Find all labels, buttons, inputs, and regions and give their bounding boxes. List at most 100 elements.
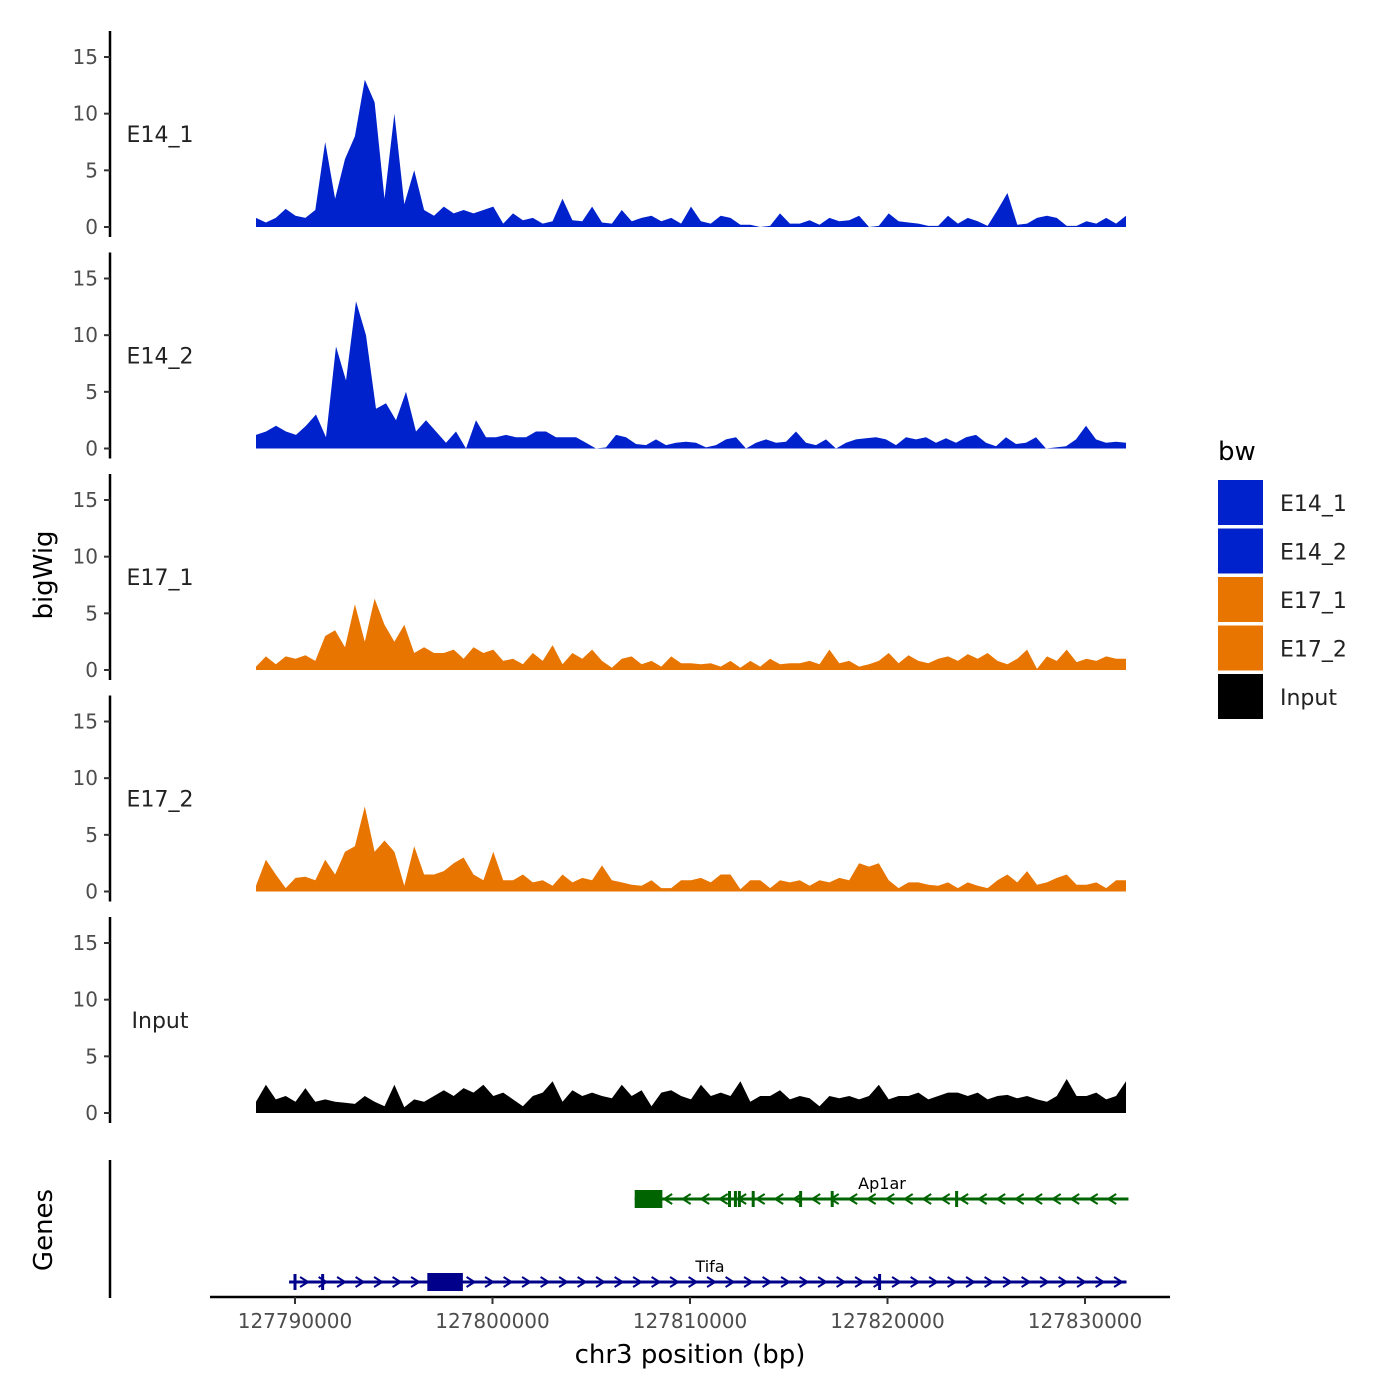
strand-arrow-icon <box>595 1276 606 1288</box>
y-tick-label: 10 <box>73 988 98 1012</box>
strand-arrow-icon <box>466 1276 477 1288</box>
track-label: E14_2 <box>127 345 194 370</box>
strand-arrow-icon <box>791 1193 803 1205</box>
strand-arrow-icon <box>958 1193 969 1205</box>
y-tick-label: 10 <box>73 102 98 126</box>
strand-arrow-icon <box>680 1193 692 1205</box>
track-label: E14_1 <box>127 123 194 148</box>
strand-arrow-icon <box>1002 1276 1013 1288</box>
y-tick-label: 5 <box>85 823 98 847</box>
strand-arrow-icon <box>743 1276 754 1288</box>
strand-arrow-icon <box>762 1276 773 1288</box>
strand-arrow-icon <box>632 1276 643 1288</box>
strand-arrow-icon <box>688 1276 699 1288</box>
track-E14_1: 0 5 10 15 E14_1 <box>73 31 1126 239</box>
legend-swatch-E14_2 <box>1218 528 1263 574</box>
legend-label: E17_1 <box>1280 589 1347 614</box>
y-tick-label: 10 <box>73 766 98 790</box>
strand-arrow-icon <box>921 1193 932 1205</box>
strand-arrow-icon <box>1106 1193 1117 1205</box>
strand-arrow-icon <box>1050 1193 1062 1205</box>
gene-thick-exon <box>427 1273 463 1291</box>
strand-arrow-icon <box>651 1276 662 1288</box>
legend-label: E14_2 <box>1280 541 1347 566</box>
y-tick-label: 5 <box>85 380 98 404</box>
strand-arrow-icon <box>1039 1276 1050 1288</box>
strand-arrow-icon <box>392 1276 403 1288</box>
legend-swatch-Input <box>1218 674 1263 719</box>
y-tick-label: 5 <box>85 1044 98 1068</box>
strand-arrow-icon <box>928 1276 939 1288</box>
y-tick-label: 0 <box>85 437 98 461</box>
strand-arrow-icon <box>995 1193 1006 1205</box>
strand-arrow-icon <box>1021 1276 1032 1288</box>
y-tick-label: 15 <box>73 45 98 69</box>
strand-arrow-icon <box>1032 1193 1043 1205</box>
strand-arrow-icon <box>1076 1276 1087 1288</box>
strand-arrow-icon <box>939 1193 951 1205</box>
strand-arrow-icon <box>984 1276 995 1288</box>
track-label: Input <box>132 1009 189 1034</box>
gene-exon <box>737 1191 741 1207</box>
strand-arrow-icon <box>503 1276 514 1288</box>
gene-exon <box>955 1191 959 1207</box>
legend-swatch-E17_1 <box>1218 577 1263 622</box>
gene-exon <box>733 1191 737 1207</box>
gene-label: Tifa <box>694 1257 724 1276</box>
gene-label: Ap1ar <box>858 1174 906 1193</box>
strand-arrow-icon <box>780 1276 791 1288</box>
track-area-E17_2 <box>256 806 1126 892</box>
strand-arrow-icon <box>976 1193 988 1205</box>
legend-label: Input <box>1280 686 1337 711</box>
strand-arrow-icon <box>873 1276 884 1288</box>
track-area-E14_1 <box>256 79 1126 227</box>
track-area-E14_2 <box>256 301 1126 449</box>
y-axis-title: bigWig <box>29 530 59 619</box>
y-tick-label: 10 <box>73 545 98 569</box>
x-tick-label: 127800000 <box>435 1309 550 1333</box>
legend-title: bw <box>1218 437 1256 467</box>
strand-arrow-icon <box>1069 1193 1080 1205</box>
strand-arrow-icon <box>902 1193 914 1205</box>
track-E14_2: 0 5 10 15 E14_2 <box>73 252 1126 461</box>
strand-arrow-icon <box>484 1276 495 1288</box>
y-tick-label: 0 <box>85 658 98 682</box>
y-tick-label: 0 <box>85 880 98 904</box>
track-label: E17_1 <box>127 566 194 591</box>
gene-exon <box>878 1274 882 1290</box>
track-E17_2: 0 5 10 15 E17_2 <box>73 695 1126 904</box>
strand-arrow-icon <box>1113 1276 1124 1288</box>
gene-exon <box>799 1191 803 1207</box>
gene-exon <box>728 1191 731 1207</box>
gene-thick-exon <box>634 1190 663 1208</box>
track-area-E17_1 <box>256 598 1126 670</box>
strand-arrow-icon <box>558 1276 569 1288</box>
strand-arrow-icon <box>1095 1276 1106 1288</box>
strand-arrow-icon <box>699 1193 710 1205</box>
strand-arrow-icon <box>706 1276 717 1288</box>
track-label: E17_2 <box>127 788 194 813</box>
y-tick-label: 5 <box>85 158 98 182</box>
x-axis-title: chr3 position (bp) <box>575 1340 806 1370</box>
strand-arrow-icon <box>891 1276 902 1288</box>
strand-arrow-icon <box>540 1276 551 1288</box>
strand-arrow-icon <box>1058 1276 1069 1288</box>
legend-label: E14_1 <box>1280 492 1347 517</box>
strand-arrow-icon <box>965 1276 976 1288</box>
gene-exon <box>321 1274 325 1290</box>
strand-arrow-icon <box>910 1276 921 1288</box>
strand-arrow-icon <box>799 1276 810 1288</box>
legend-swatch-E17_2 <box>1218 625 1263 671</box>
strand-arrow-icon <box>1013 1193 1025 1205</box>
x-tick-label: 127810000 <box>633 1309 748 1333</box>
strand-arrow-icon <box>355 1276 366 1288</box>
y-tick-label: 15 <box>73 488 98 512</box>
strand-arrow-icon <box>947 1276 958 1288</box>
strand-arrow-icon <box>773 1193 784 1205</box>
track-Input: 0 5 10 15 Input <box>73 917 1126 1125</box>
strand-arrow-icon <box>1087 1193 1099 1205</box>
y-tick-label: 5 <box>85 601 98 625</box>
x-tick-label: 127790000 <box>238 1309 353 1333</box>
legend-swatch-E14_1 <box>1218 480 1263 525</box>
